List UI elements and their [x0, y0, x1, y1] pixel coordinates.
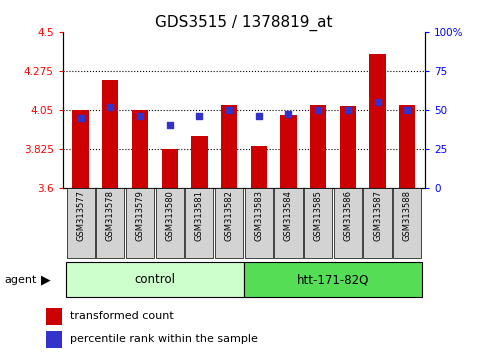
- Text: GSM313583: GSM313583: [254, 190, 263, 241]
- Text: percentile rank within the sample: percentile rank within the sample: [70, 335, 257, 344]
- Bar: [363, 188, 392, 258]
- Bar: [340, 106, 356, 188]
- Point: [77, 115, 85, 120]
- Bar: [280, 115, 297, 188]
- Point: [374, 99, 382, 105]
- Text: agent: agent: [5, 275, 37, 285]
- Point: [136, 113, 144, 119]
- Bar: [66, 262, 244, 297]
- Bar: [274, 188, 302, 258]
- Bar: [245, 188, 273, 258]
- Text: ▶: ▶: [41, 273, 51, 286]
- Point: [196, 113, 203, 119]
- Text: GSM313577: GSM313577: [76, 190, 85, 241]
- Bar: [310, 104, 327, 188]
- Bar: [126, 188, 154, 258]
- Bar: [215, 188, 243, 258]
- Bar: [251, 146, 267, 188]
- Point: [106, 104, 114, 109]
- Point: [284, 112, 292, 117]
- Bar: [244, 262, 422, 297]
- Text: GSM313585: GSM313585: [313, 190, 323, 241]
- Text: control: control: [134, 273, 175, 286]
- Text: GSM313586: GSM313586: [343, 190, 352, 241]
- Bar: [67, 188, 95, 258]
- Text: GSM313579: GSM313579: [136, 190, 144, 241]
- Bar: [46, 308, 62, 325]
- Text: GSM313588: GSM313588: [403, 190, 412, 241]
- Bar: [191, 136, 208, 188]
- Point: [225, 107, 233, 113]
- Text: GSM313582: GSM313582: [225, 190, 234, 241]
- Text: GSM313581: GSM313581: [195, 190, 204, 241]
- Bar: [72, 110, 89, 188]
- Bar: [334, 188, 362, 258]
- Point: [166, 122, 173, 128]
- Text: GSM313580: GSM313580: [165, 190, 174, 241]
- Point: [403, 107, 411, 113]
- Text: GSM313587: GSM313587: [373, 190, 382, 241]
- Bar: [96, 188, 125, 258]
- Bar: [156, 188, 184, 258]
- Bar: [185, 188, 213, 258]
- Bar: [393, 188, 421, 258]
- Text: transformed count: transformed count: [70, 312, 173, 321]
- Point: [344, 107, 352, 113]
- Point: [314, 107, 322, 113]
- Bar: [161, 149, 178, 188]
- Bar: [132, 110, 148, 188]
- Bar: [46, 331, 62, 348]
- Text: GSM313578: GSM313578: [106, 190, 115, 241]
- Text: htt-171-82Q: htt-171-82Q: [297, 273, 369, 286]
- Bar: [304, 188, 332, 258]
- Bar: [102, 80, 118, 188]
- Bar: [399, 104, 415, 188]
- Point: [255, 113, 263, 119]
- Bar: [369, 55, 386, 188]
- Text: GSM313584: GSM313584: [284, 190, 293, 241]
- Bar: [221, 104, 237, 188]
- Title: GDS3515 / 1378819_at: GDS3515 / 1378819_at: [155, 14, 333, 30]
